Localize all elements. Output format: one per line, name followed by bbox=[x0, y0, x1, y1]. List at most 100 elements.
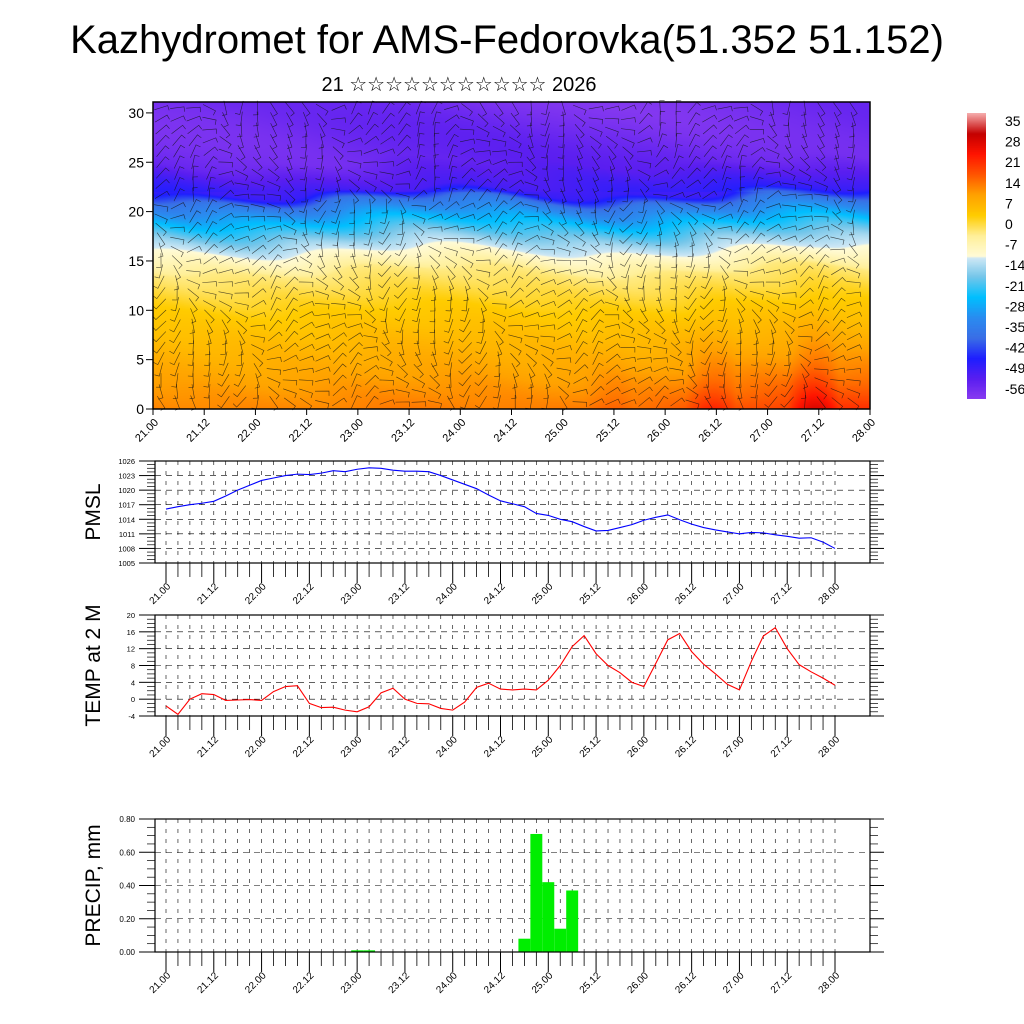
wind-barb bbox=[559, 198, 565, 214]
wind-barb bbox=[592, 177, 599, 193]
wind-barb bbox=[204, 309, 215, 324]
wind-barb bbox=[508, 136, 522, 149]
wind-barb bbox=[542, 211, 553, 226]
wind-barb bbox=[153, 352, 165, 366]
wind-barb bbox=[736, 221, 749, 234]
wind-barb bbox=[798, 169, 812, 182]
wind-barb bbox=[541, 100, 550, 115]
wind-barb bbox=[253, 122, 259, 138]
wind-barb bbox=[625, 166, 631, 182]
wind-barb bbox=[572, 389, 588, 395]
wind-barb bbox=[608, 253, 614, 269]
wind-barb bbox=[801, 122, 807, 138]
wind-barb bbox=[658, 122, 666, 137]
wind-barb bbox=[722, 176, 732, 191]
wind-barb bbox=[397, 329, 404, 344]
wind-barb bbox=[364, 264, 372, 279]
wind-barb bbox=[557, 144, 565, 159]
wind-barb bbox=[816, 101, 826, 117]
wind-barb bbox=[446, 265, 456, 280]
wind-barb bbox=[412, 307, 421, 322]
wind-barb bbox=[814, 343, 830, 352]
wind-barb bbox=[621, 137, 635, 148]
wind-barb bbox=[301, 187, 307, 203]
wind-barb bbox=[301, 243, 311, 259]
wind-barb bbox=[527, 144, 535, 161]
wind-barb bbox=[751, 244, 766, 255]
wind-barb bbox=[557, 376, 571, 388]
wind-barb bbox=[170, 106, 185, 112]
wind-barb bbox=[750, 384, 759, 399]
wind-barb bbox=[637, 150, 652, 156]
wind-barb bbox=[174, 177, 185, 191]
wind-barb bbox=[191, 154, 200, 170]
wind-barb bbox=[463, 275, 471, 291]
wind-barb bbox=[350, 352, 363, 365]
wind-barb bbox=[688, 112, 701, 125]
wind-barb bbox=[657, 297, 663, 313]
wind-barb bbox=[414, 253, 420, 269]
wind-barb bbox=[526, 100, 532, 116]
wind-barb bbox=[749, 268, 766, 274]
wind-barb bbox=[801, 384, 807, 399]
wind-barb bbox=[816, 156, 827, 171]
wind-barb bbox=[492, 150, 507, 156]
wind-barb bbox=[252, 265, 267, 277]
wind-barb bbox=[188, 298, 198, 313]
wind-barb bbox=[170, 202, 186, 210]
wind-barb bbox=[526, 384, 532, 399]
wind-barb bbox=[365, 275, 372, 290]
wind-barb bbox=[733, 279, 748, 290]
wind-barb bbox=[332, 231, 340, 246]
wind-barb bbox=[170, 362, 180, 377]
wind-barb bbox=[606, 353, 621, 363]
wind-barb bbox=[655, 275, 661, 290]
wind-barb bbox=[848, 243, 858, 259]
wind-barb bbox=[830, 257, 846, 263]
wind-barb bbox=[234, 362, 244, 377]
wind-barb bbox=[540, 111, 550, 126]
wind-barb bbox=[525, 288, 541, 298]
wind-barb bbox=[170, 245, 184, 258]
colorbar-label: -49 bbox=[1005, 360, 1024, 376]
wind-barb bbox=[573, 278, 589, 286]
wind-barb bbox=[526, 276, 540, 288]
wind-barb bbox=[832, 297, 846, 310]
wind-barb bbox=[398, 101, 411, 114]
wind-barb bbox=[334, 187, 340, 203]
wind-barb bbox=[219, 300, 233, 312]
wind-barb bbox=[367, 286, 373, 302]
wind-barb bbox=[739, 176, 746, 192]
wind-barb bbox=[205, 319, 214, 335]
wind-barb bbox=[798, 215, 813, 221]
wind-barb bbox=[363, 148, 379, 154]
wind-barb bbox=[510, 394, 516, 410]
wind-barb bbox=[766, 180, 782, 188]
wind-barb bbox=[701, 105, 717, 111]
wind-barb bbox=[638, 397, 653, 407]
wind-barb bbox=[700, 287, 713, 300]
wind-barb bbox=[463, 286, 469, 302]
wind-barb bbox=[154, 204, 169, 212]
wind-barb bbox=[218, 291, 233, 300]
wind-barb bbox=[332, 146, 344, 160]
wind-barb bbox=[575, 341, 588, 354]
wind-barb bbox=[298, 199, 309, 213]
wind-barb bbox=[190, 395, 197, 411]
x-tick-label: 25.00 bbox=[530, 734, 556, 760]
wind-barb bbox=[251, 299, 267, 308]
wind-barb bbox=[606, 187, 613, 203]
wind-barb bbox=[592, 166, 600, 182]
wind-barb bbox=[684, 287, 697, 300]
wind-barb bbox=[620, 254, 632, 267]
wind-barb bbox=[589, 256, 603, 268]
wind-barb bbox=[250, 225, 266, 231]
wind-barb bbox=[830, 223, 844, 236]
wind-barb bbox=[397, 364, 408, 378]
wind-barb bbox=[508, 334, 523, 344]
wind-barb bbox=[299, 332, 315, 341]
x-tick-label: 25.12 bbox=[578, 970, 604, 996]
wind-barb bbox=[802, 133, 808, 149]
wind-barb bbox=[333, 265, 343, 280]
wind-barb bbox=[508, 149, 523, 158]
